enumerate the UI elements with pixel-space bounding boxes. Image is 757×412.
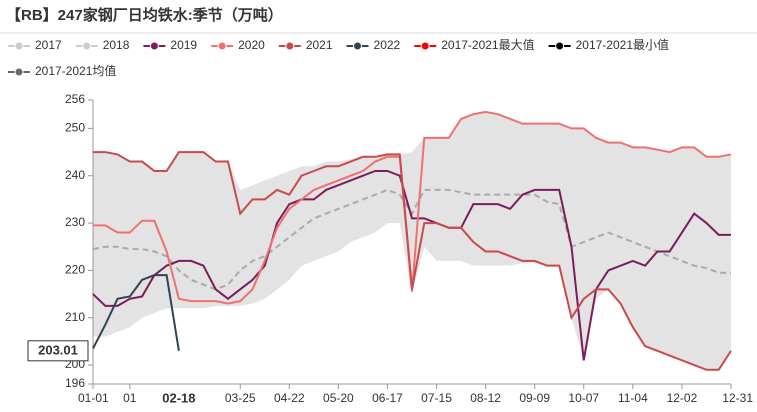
y-tick-label: 196: [65, 376, 85, 390]
pointer-x-box: [150, 389, 207, 409]
band-area: [93, 223, 731, 384]
legend-marker: [285, 41, 295, 51]
y-tick-label: 240: [65, 168, 85, 182]
x-tick-label: 11-04: [618, 391, 648, 405]
x-tick-label: 06-17: [372, 391, 403, 405]
x-tick-label: 10-07: [568, 391, 599, 405]
legend-label: 2021: [306, 38, 333, 52]
legend-marker: [555, 41, 565, 51]
series-line: [92, 274, 180, 351]
legend-label: 2017-2021最小值: [576, 37, 669, 52]
legend-item[interactable]: 2017-2021最大值: [414, 37, 535, 52]
legend-marker: [14, 41, 24, 51]
x-tick-label: 12-02: [667, 391, 698, 405]
legend-item[interactable]: 2018: [75, 38, 130, 52]
series-line: [93, 110, 732, 305]
chart-title: 【RB】247家钢厂日均铁水:季节（万吨）: [6, 6, 283, 24]
legend-item[interactable]: 2017-2021均值: [8, 63, 116, 78]
legend-item[interactable]: 2022: [346, 38, 401, 52]
legend-label: 2017: [35, 38, 62, 52]
y-tick-label: 220: [65, 263, 85, 277]
legend-item[interactable]: 2021: [278, 38, 333, 52]
x-tick-label: 04-22: [274, 391, 305, 405]
pointer-x-label: 02-18: [162, 390, 195, 405]
legend-marker: [217, 41, 227, 51]
y-tick-label: 250: [65, 121, 85, 135]
legend-item[interactable]: 2017: [8, 38, 62, 52]
legend-marker: [82, 41, 92, 51]
legend-label: 2020: [238, 38, 265, 52]
series-line: [93, 151, 732, 371]
y-tick-label: 256: [65, 92, 85, 106]
legend-label: 2019: [170, 38, 197, 52]
legend-item[interactable]: 2017-2021最小值: [548, 37, 669, 52]
legend-item[interactable]: 2019: [143, 38, 197, 52]
legend-marker: [14, 67, 24, 77]
pointer-y-box: [27, 340, 89, 362]
x-tick-label: 07-15: [421, 391, 452, 405]
legend-marker: [149, 41, 159, 51]
x-tick-label: 09-09: [519, 391, 550, 405]
x-tick-label: 01: [123, 391, 137, 405]
legend-label: 2022: [374, 38, 401, 52]
legend-label: 2017-2021最大值: [441, 37, 534, 52]
legend-label: 2018: [103, 38, 130, 52]
x-tick-label: 01-01: [78, 391, 109, 405]
x-tick-label: 12-31: [722, 391, 753, 405]
x-tick-label: 05-20: [323, 391, 354, 405]
legend-item[interactable]: 2020: [211, 38, 265, 52]
legend-marker: [353, 41, 363, 51]
y-tick-label: 230: [65, 215, 85, 229]
x-tick-label: 03-25: [225, 391, 256, 405]
pointer-y-label: 203.01: [38, 342, 78, 357]
series-line: [92, 170, 731, 361]
legend-label: 2017-2021均值: [35, 63, 116, 78]
series-line: [92, 188, 731, 291]
y-tick-label: 210: [65, 310, 85, 324]
x-tick-label: 08-12: [470, 391, 501, 405]
legend-marker: [420, 41, 430, 51]
